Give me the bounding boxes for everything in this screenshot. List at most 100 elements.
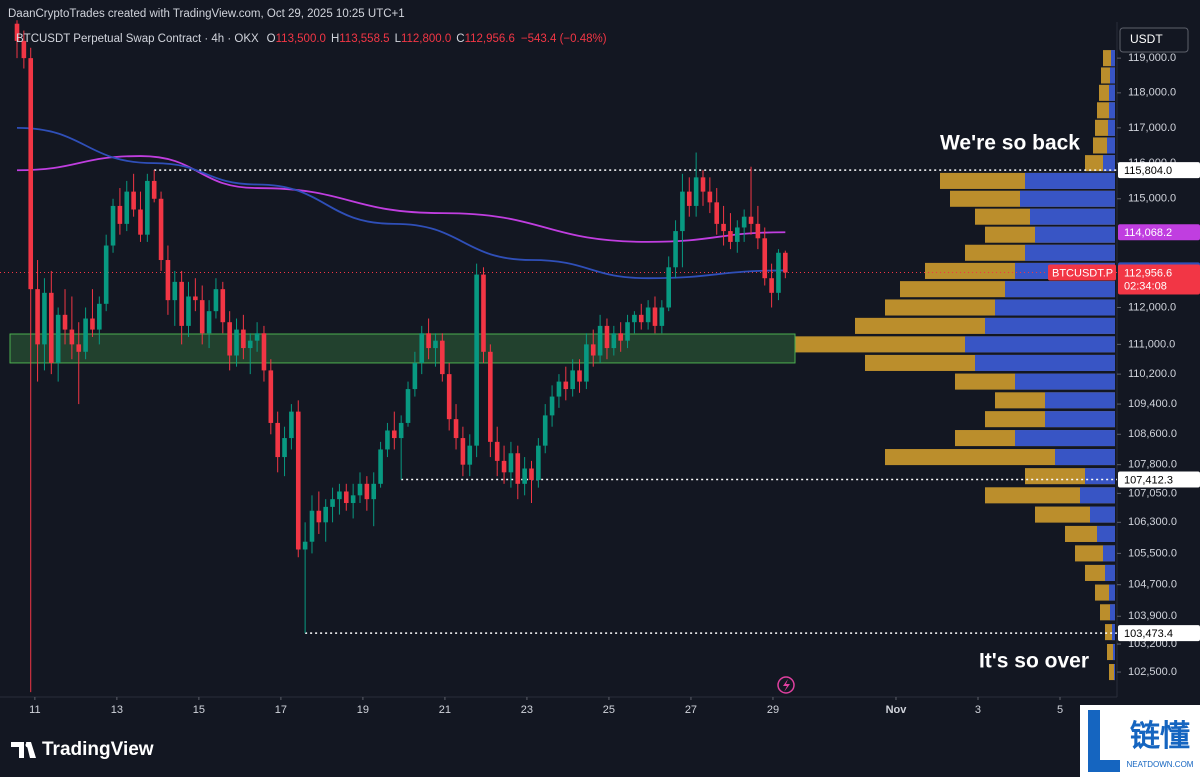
currency-box[interactable] — [1119, 27, 1189, 53]
ma-badge-bg — [1118, 224, 1200, 241]
profile-down — [1109, 584, 1115, 601]
candle-body — [378, 449, 383, 484]
x-tick-label: 15 — [193, 704, 205, 716]
candle-body — [151, 180, 157, 199]
candle-body — [549, 396, 555, 416]
moving-average — [16, 155, 786, 243]
profile-down — [1112, 624, 1115, 641]
candle-body — [618, 333, 623, 341]
profile-down — [1107, 137, 1115, 154]
candle-body — [474, 274, 479, 446]
profile-down — [1090, 506, 1115, 523]
candle-body — [357, 483, 363, 496]
candle-body — [741, 216, 747, 228]
candle-body — [542, 415, 548, 446]
profile-total — [1107, 643, 1115, 661]
symbol-tag: BTCUSDT.P — [1052, 267, 1113, 279]
x-tick-label: 25 — [603, 704, 615, 716]
y-tick-label: 107,800.0 — [1128, 459, 1177, 471]
candle-body — [412, 362, 418, 390]
profile-down — [1025, 244, 1115, 261]
y-tick-label: 106,300.0 — [1128, 516, 1177, 528]
candle-body — [110, 205, 116, 246]
candle-body — [220, 289, 226, 323]
candle-body — [680, 191, 685, 232]
candle-body — [501, 460, 507, 473]
legend: BTCUSDT Perpetual Swap Contract · 4h · O… — [16, 33, 607, 45]
profile-down — [1108, 119, 1115, 136]
y-tick-label: 107,050.0 — [1128, 487, 1177, 499]
candle-body — [206, 311, 212, 334]
candle-body — [426, 333, 431, 349]
candle-body — [302, 541, 308, 550]
y-tick-label: 109,400.0 — [1128, 398, 1177, 410]
candle-body — [536, 445, 541, 480]
watermark-logo — [1088, 710, 1120, 772]
legend-key: C — [456, 33, 464, 45]
candle-body — [241, 329, 246, 349]
candle-body — [405, 389, 411, 423]
candle-body — [371, 483, 377, 500]
icon-bolt — [783, 679, 790, 692]
profile-down — [1110, 604, 1115, 621]
profile-down — [1035, 226, 1115, 243]
candle-body — [350, 495, 356, 504]
logo-dot — [25, 742, 31, 748]
candle-body — [700, 177, 706, 192]
candle-body — [419, 333, 425, 363]
last-price-badge: 112,956.6 — [1124, 267, 1172, 279]
candle-body — [69, 329, 75, 345]
logo-text: TradingView — [42, 739, 154, 760]
candle-body — [776, 252, 781, 293]
candle-body — [563, 381, 569, 390]
candle-body — [227, 322, 232, 356]
candle-body — [213, 289, 219, 312]
profile-down — [985, 317, 1115, 334]
legend-value: 113,500.0 — [276, 33, 326, 45]
profile-down — [1080, 487, 1115, 504]
legend-key: L — [395, 33, 402, 45]
candle-body — [638, 314, 644, 323]
candle-body — [735, 227, 740, 242]
profile-down — [1015, 430, 1115, 447]
x-tick-label: Nov — [886, 704, 908, 716]
candle-body — [748, 216, 754, 224]
candle-body — [28, 58, 34, 290]
candle-body — [55, 314, 61, 363]
candle-body — [597, 325, 603, 356]
candle-body — [254, 333, 260, 341]
profile-down — [1005, 281, 1115, 298]
x-tick-label: 19 — [357, 704, 369, 716]
y-tick-label: 103,900.0 — [1128, 610, 1177, 622]
candle-body — [282, 438, 287, 458]
profile-total — [1109, 664, 1115, 681]
candle-body — [632, 314, 637, 323]
lightning-icon[interactable] — [777, 676, 795, 694]
candle-body — [446, 374, 452, 420]
x-tick-label: 13 — [111, 704, 123, 716]
x-tick-label: 21 — [439, 704, 451, 716]
candle-body — [460, 438, 466, 465]
candle-body — [172, 281, 178, 301]
candle-body — [193, 296, 198, 301]
candle-body — [83, 318, 88, 352]
legend-value: 113,558.5 — [339, 33, 389, 45]
candle-body — [364, 483, 370, 500]
candle-body — [261, 333, 267, 371]
legend-key: O — [267, 33, 276, 45]
candle-body — [625, 322, 630, 341]
candle-body — [179, 281, 184, 326]
profile-down — [1085, 468, 1115, 485]
profile-down — [1030, 208, 1115, 225]
candle-body — [90, 318, 95, 330]
candle-body — [330, 499, 335, 507]
candle-body — [604, 325, 610, 349]
candle-body — [556, 381, 562, 397]
y-tick-label: 111,000.0 — [1128, 338, 1175, 350]
candle-body — [117, 205, 123, 224]
profile-down — [975, 354, 1115, 371]
y-tick-label: 108,600.0 — [1128, 428, 1177, 440]
candle-body — [584, 344, 589, 382]
candle-body — [467, 445, 473, 465]
